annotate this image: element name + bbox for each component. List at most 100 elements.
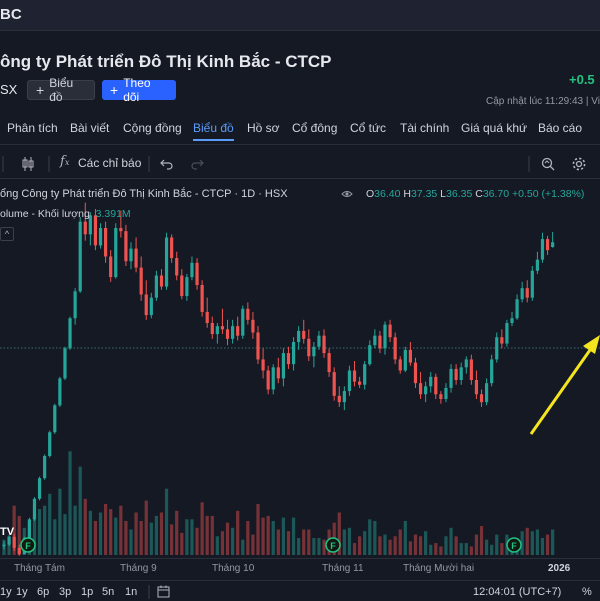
volume-bar	[393, 536, 397, 555]
event-marker[interactable]: F	[506, 537, 522, 553]
range-button[interactable]: 1p	[81, 586, 94, 598]
volume-bar	[418, 536, 423, 555]
candle	[551, 231, 555, 248]
event-marker[interactable]: F	[20, 537, 36, 553]
trend-arrow-head	[583, 335, 600, 354]
tab-reports[interactable]: Báo cáo	[538, 121, 583, 135]
candle-body	[271, 367, 275, 390]
event-marker[interactable]: F	[325, 537, 341, 553]
tab-chart[interactable]: Biểu đồ	[193, 121, 234, 141]
range-button[interactable]: 5n	[102, 586, 115, 598]
indicators-button[interactable]: Các chỉ báo	[78, 156, 142, 170]
volume-bar	[231, 527, 235, 555]
volume-bar	[68, 451, 72, 555]
range-button[interactable]: 6p	[37, 586, 50, 598]
price-chart[interactable]: F F F	[0, 180, 600, 578]
candle	[424, 381, 428, 403]
calendar-icon[interactable]	[157, 585, 170, 598]
candle	[2, 541, 6, 550]
clock[interactable]: 12:04:01 (UTC+7)	[473, 586, 562, 598]
tab-dividends[interactable]: Cổ tức	[350, 121, 387, 135]
candle	[154, 270, 158, 301]
candle	[73, 288, 77, 325]
range-button[interactable]: 1y	[0, 586, 12, 598]
candle	[418, 372, 423, 399]
candle-body	[83, 221, 87, 235]
candle-body	[479, 394, 484, 403]
volume-value: 3.391M	[95, 208, 131, 220]
candle	[398, 356, 402, 374]
candle	[474, 370, 479, 399]
add-chart-button[interactable]: + Biểu đồ	[27, 76, 95, 104]
candle	[454, 364, 458, 385]
volume-bar	[129, 529, 133, 555]
candle-body	[485, 383, 489, 403]
volume-bar	[444, 536, 448, 555]
tab-profile[interactable]: Hồ sơ	[247, 121, 280, 135]
candle-body	[220, 326, 225, 330]
collapse-legend-icon[interactable]: ^	[0, 227, 14, 241]
candle-body	[429, 376, 433, 387]
candle-body	[363, 364, 367, 385]
candle-body	[215, 326, 219, 335]
tab-articles[interactable]: Bài viết	[70, 121, 110, 135]
candle	[490, 354, 494, 387]
candle	[7, 535, 11, 547]
tab-history[interactable]: Giá quá khứ	[461, 121, 528, 135]
function-icon[interactable]: fx	[60, 154, 70, 169]
volume-bar	[474, 534, 479, 555]
volume-bar	[459, 543, 463, 555]
trend-arrow-shaft	[529, 349, 592, 435]
volume-bar	[312, 538, 316, 555]
volume-bar	[520, 531, 524, 555]
candle-body	[256, 332, 260, 360]
candle	[540, 232, 545, 263]
volume-bar	[439, 546, 443, 555]
candle	[525, 280, 529, 303]
candle	[327, 348, 331, 377]
range-button[interactable]: 1y	[16, 586, 28, 598]
x-tick-label: Tháng 11	[322, 563, 364, 574]
tab-financials[interactable]: Tài chính	[400, 121, 450, 135]
candle	[124, 224, 128, 266]
divider-icon	[148, 585, 150, 599]
candle	[12, 533, 16, 551]
tab-analysis[interactable]: Phân tích	[7, 121, 58, 135]
settings-gear-icon[interactable]	[571, 156, 587, 172]
candle-body	[459, 367, 463, 380]
volume-bar	[73, 505, 77, 555]
candle-body	[520, 288, 524, 300]
candle-body	[159, 275, 164, 287]
candle	[164, 232, 169, 290]
candle-type-icon[interactable]	[20, 156, 36, 172]
chart-toolbar: fx Các chỉ báo	[0, 150, 600, 179]
range-button[interactable]: 1n	[125, 586, 138, 598]
candle	[53, 403, 57, 434]
plus-icon: +	[36, 82, 45, 98]
candle	[297, 326, 301, 350]
undo-icon[interactable]	[160, 157, 174, 171]
candle-body	[58, 378, 62, 406]
time-axis[interactable]: Tháng Tám Tháng 9 Tháng 10 Tháng 11 Thán…	[0, 558, 600, 579]
volume-bar	[205, 515, 209, 555]
candle-body	[358, 381, 362, 385]
volume-bar	[88, 510, 92, 555]
trend-arrow[interactable]	[529, 335, 600, 435]
visibility-eye-icon[interactable]	[341, 188, 353, 200]
x-tick-label: 2026	[548, 563, 571, 574]
candle	[408, 342, 412, 366]
follow-button[interactable]: + Theo dõi	[102, 76, 176, 104]
quick-search-icon[interactable]	[540, 156, 556, 172]
tab-shareholders[interactable]: Cổ đông	[292, 121, 338, 135]
volume-bar	[322, 539, 326, 555]
price-change-percent: +0.50 (+1.38%)	[512, 188, 585, 200]
volume-bar	[98, 512, 103, 555]
candle	[251, 311, 255, 339]
range-button[interactable]: 3p	[59, 586, 72, 598]
tab-community[interactable]: Cộng đồng	[123, 121, 182, 135]
redo-icon[interactable]	[190, 157, 204, 171]
volume-bar	[83, 498, 87, 555]
percent-scale-button[interactable]: %	[582, 586, 592, 598]
low-value: 36.35	[446, 188, 473, 200]
candle-body	[286, 353, 291, 365]
